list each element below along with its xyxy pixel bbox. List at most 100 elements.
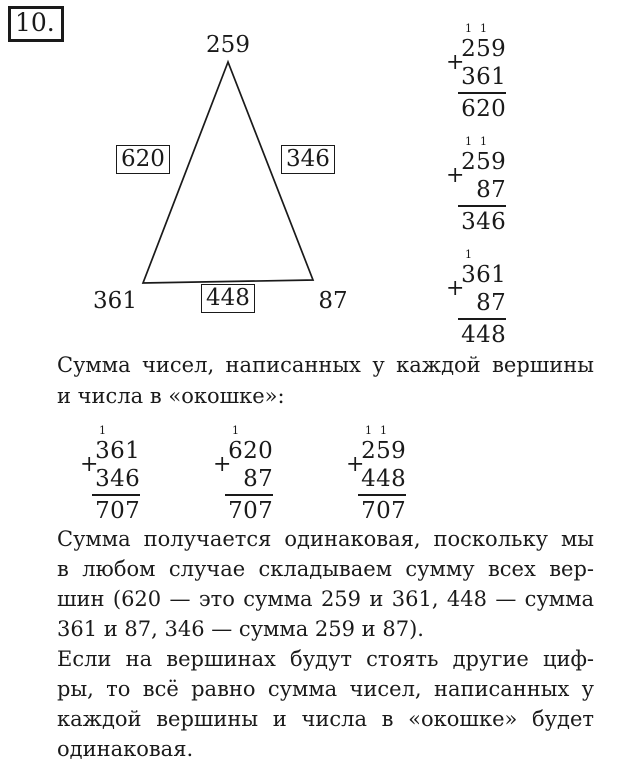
carry-digits: 1 <box>228 424 288 437</box>
intro-text: Сумма чисел, написанных у каждой вершины… <box>57 350 594 412</box>
digit <box>391 424 406 437</box>
sum-line <box>458 318 506 320</box>
digit <box>125 424 140 437</box>
digit: 6 <box>110 438 125 464</box>
addend-bottom: 87 <box>228 465 288 493</box>
text-line: Сумма чисел, написанных у каждой вершины <box>57 353 594 377</box>
digit: 7 <box>228 498 243 524</box>
column-addition: 1 361 +346 707 <box>80 424 155 525</box>
column-addition: 1 620 + 87 7 0 7 <box>213 424 288 525</box>
digit: 0 <box>258 438 273 464</box>
digit: 1 <box>380 424 387 437</box>
digit: 1 <box>491 262 506 288</box>
digit: 4 <box>110 466 125 492</box>
triangle-left-vertex-label: 361 <box>93 288 137 314</box>
sum-result: 707 <box>361 497 421 525</box>
digit: 1 <box>480 135 487 148</box>
digit: 7 <box>391 498 406 524</box>
addend-bottom: 361 <box>461 63 521 91</box>
digit: 3 <box>461 209 476 235</box>
problem-number-box: 10. <box>8 6 64 42</box>
paragraph: Сумма получается одинаковая, поскольку м… <box>57 524 594 644</box>
digit: 4 <box>361 466 376 492</box>
digit: 2 <box>461 149 476 175</box>
digit: 3 <box>461 262 476 288</box>
digit: 1 <box>125 438 140 464</box>
digit: 7 <box>491 177 506 203</box>
sum-line <box>458 205 506 207</box>
sum-line <box>458 92 506 94</box>
digit: 6 <box>228 438 243 464</box>
digit: 4 <box>476 209 491 235</box>
triangle-outline <box>141 59 315 284</box>
digit: 9 <box>491 36 506 62</box>
digit: 8 <box>476 290 491 316</box>
column-addition: 1 361 + 87 448 <box>446 248 521 349</box>
digit: 1 <box>365 424 372 437</box>
explanation-text: Сумма получается одинаковая, поскольку м… <box>57 524 594 764</box>
digit <box>258 424 273 437</box>
digit: 7 <box>95 498 110 524</box>
sum-result: 620 <box>461 95 521 123</box>
digit: 7 <box>491 290 506 316</box>
addend-top: 361 <box>95 437 155 465</box>
digit: 7 <box>361 498 376 524</box>
text-line: каждой вершины и числа в «окошке» будет <box>57 707 594 731</box>
digit: 8 <box>476 177 491 203</box>
text-line: шин (620 — это сумма 259 и 361, 448 — су… <box>57 587 594 611</box>
text-line: ры, то всё равно сумма чисел, написанных… <box>57 677 594 701</box>
plus-sign: + <box>346 452 365 477</box>
addend-bottom: 87 <box>461 289 521 317</box>
digit: 4 <box>461 322 476 348</box>
digit: 5 <box>476 149 491 175</box>
sum-line <box>358 494 406 496</box>
paragraph: Если на вершинах будут стоять другие циф… <box>57 644 594 764</box>
digit: 8 <box>243 466 258 492</box>
digit: 3 <box>461 64 476 90</box>
plus-sign: + <box>446 163 465 188</box>
digit: 7 <box>258 498 273 524</box>
digit: 9 <box>491 149 506 175</box>
digit: 2 <box>243 438 258 464</box>
digit: 6 <box>476 262 491 288</box>
text-line: Сумма получается одинаковая, поскольку м… <box>57 527 594 551</box>
carry-digits: 1 <box>95 424 155 437</box>
digit: 1 <box>480 22 487 35</box>
text-line: 361 и 87, 346 — сумма 259 и 87). <box>57 617 424 641</box>
addend-top: 259 <box>461 148 521 176</box>
digit: 1 <box>232 424 239 437</box>
digit: 9 <box>391 438 406 464</box>
triangle-figure <box>141 59 315 284</box>
addend-top: 259 <box>361 437 421 465</box>
digit: 8 <box>391 466 406 492</box>
digit <box>243 424 258 437</box>
digit: 1 <box>491 64 506 90</box>
text-line: и числа в «окошке»: <box>57 384 285 408</box>
digit <box>110 424 125 437</box>
plus-sign: + <box>446 50 465 75</box>
digit: 3 <box>95 438 110 464</box>
digit: 2 <box>361 438 376 464</box>
plus-sign: + <box>446 276 465 301</box>
digit: 4 <box>476 322 491 348</box>
digit: 0 <box>376 498 391 524</box>
sum-line <box>225 494 273 496</box>
addend-top: 259 <box>461 35 521 63</box>
addend-top: 620 <box>228 437 288 465</box>
plus-sign: + <box>213 452 232 477</box>
bottom-side-window-box: 448 <box>201 284 255 313</box>
problem-number: 10. <box>15 8 55 37</box>
digit: 2 <box>461 36 476 62</box>
text-line: одинаковая. <box>57 737 194 761</box>
digit: 1 <box>465 22 472 35</box>
sum-result: 346 <box>461 208 521 236</box>
digit <box>491 22 506 35</box>
addend-bottom: 87 <box>461 176 521 204</box>
addend-bottom: 448 <box>361 465 421 493</box>
